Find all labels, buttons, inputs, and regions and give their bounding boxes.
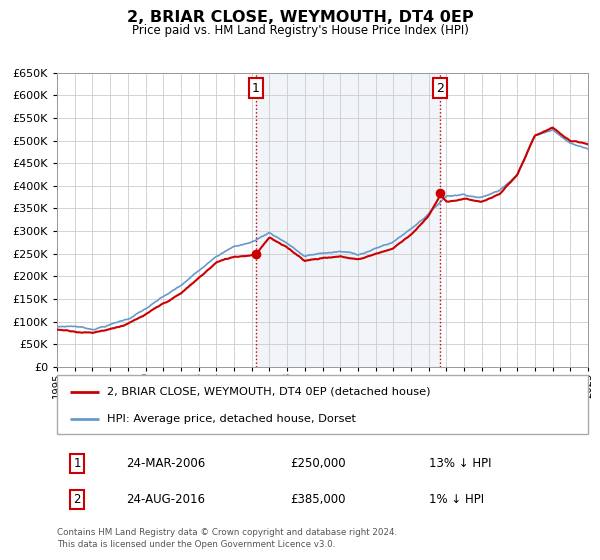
Text: This data is licensed under the Open Government Licence v3.0.: This data is licensed under the Open Gov…	[57, 540, 335, 549]
Text: 1: 1	[252, 82, 260, 95]
Text: 24-AUG-2016: 24-AUG-2016	[126, 493, 205, 506]
Text: £250,000: £250,000	[290, 457, 346, 470]
Text: Price paid vs. HM Land Registry's House Price Index (HPI): Price paid vs. HM Land Registry's House …	[131, 24, 469, 36]
Text: 2: 2	[73, 493, 81, 506]
Text: 24-MAR-2006: 24-MAR-2006	[126, 457, 205, 470]
Text: 2, BRIAR CLOSE, WEYMOUTH, DT4 0EP: 2, BRIAR CLOSE, WEYMOUTH, DT4 0EP	[127, 10, 473, 25]
Text: 1% ↓ HPI: 1% ↓ HPI	[428, 493, 484, 506]
Text: HPI: Average price, detached house, Dorset: HPI: Average price, detached house, Dors…	[107, 414, 356, 424]
Text: 13% ↓ HPI: 13% ↓ HPI	[428, 457, 491, 470]
Text: 2, BRIAR CLOSE, WEYMOUTH, DT4 0EP (detached house): 2, BRIAR CLOSE, WEYMOUTH, DT4 0EP (detac…	[107, 386, 431, 396]
Bar	[256, 73, 440, 367]
Text: 2: 2	[436, 82, 444, 95]
Text: £385,000: £385,000	[290, 493, 346, 506]
FancyBboxPatch shape	[57, 375, 588, 434]
Text: 1: 1	[73, 457, 81, 470]
Text: Contains HM Land Registry data © Crown copyright and database right 2024.: Contains HM Land Registry data © Crown c…	[57, 528, 397, 536]
